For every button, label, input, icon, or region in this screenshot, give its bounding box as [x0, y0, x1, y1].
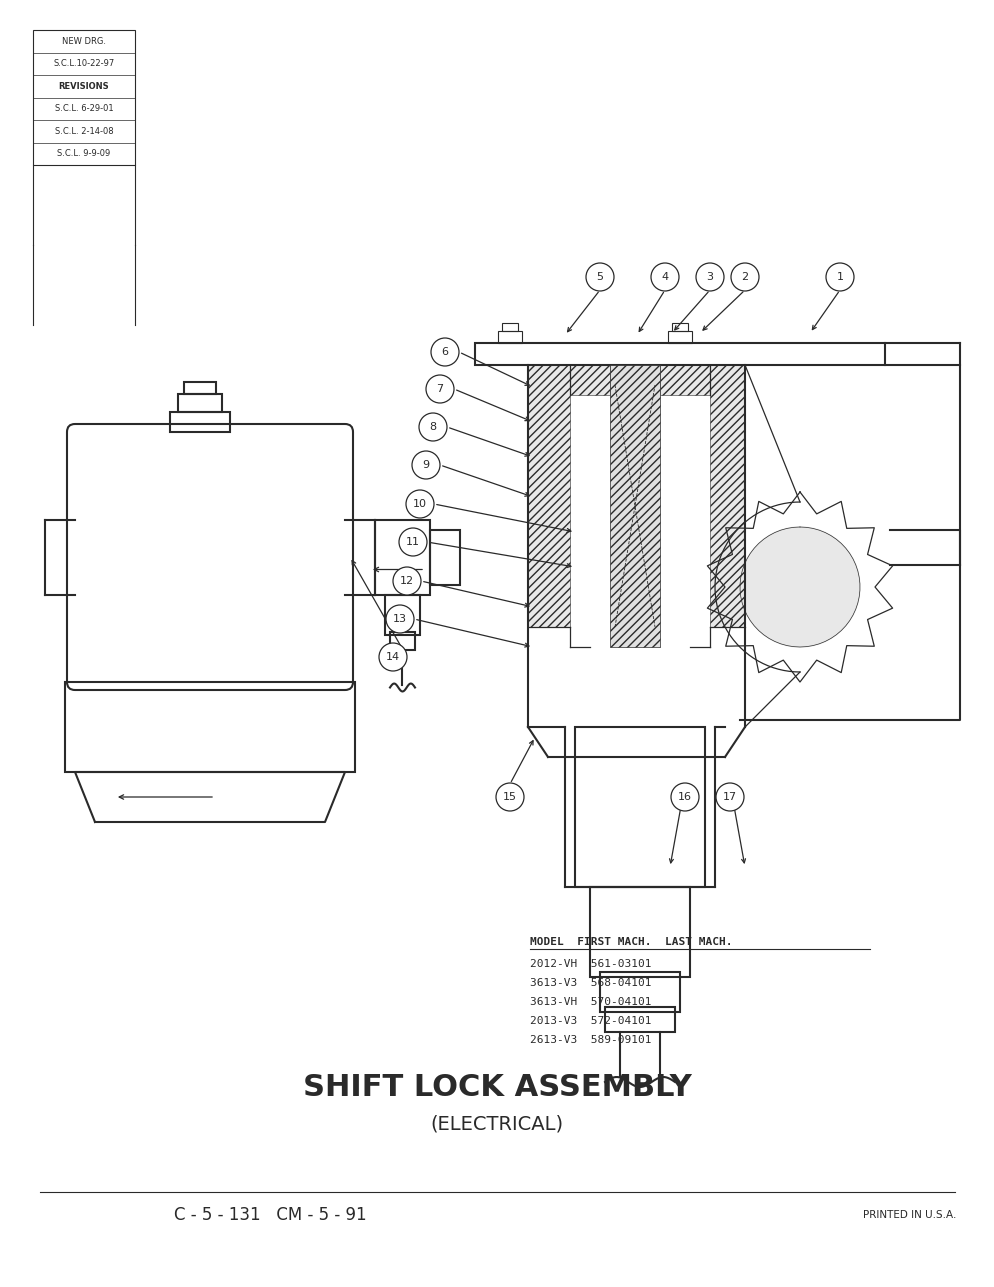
Bar [429, 529, 459, 584]
Bar [170, 412, 230, 432]
Text: S.C.L. 9-9-09: S.C.L. 9-9-09 [58, 149, 110, 158]
Bar [667, 331, 691, 344]
Text: REVISIONS: REVISIONS [59, 82, 109, 91]
Circle shape [716, 782, 744, 811]
Circle shape [430, 338, 458, 366]
Text: 16: 16 [677, 792, 691, 802]
Circle shape [386, 605, 414, 633]
Bar [65, 682, 355, 772]
Text: 15: 15 [503, 792, 517, 802]
Text: 17: 17 [723, 792, 737, 802]
Text: 7: 7 [436, 384, 443, 394]
Text: S.C.L. 2-14-08: S.C.L. 2-14-08 [55, 126, 113, 135]
Bar [710, 366, 745, 627]
Circle shape [406, 490, 433, 517]
Bar [375, 520, 429, 595]
Text: 11: 11 [406, 537, 419, 547]
Text: (ELECTRICAL): (ELECTRICAL) [430, 1115, 563, 1134]
Circle shape [425, 375, 453, 403]
Bar [474, 344, 884, 366]
Text: SHIFT LOCK ASSEMBLY: SHIFT LOCK ASSEMBLY [302, 1072, 691, 1102]
Circle shape [650, 263, 678, 291]
Circle shape [418, 413, 446, 441]
Text: MODEL  FIRST MACH.  LAST MACH.: MODEL FIRST MACH. LAST MACH. [530, 937, 732, 947]
Text: 10: 10 [413, 499, 426, 508]
Bar [528, 366, 570, 627]
Circle shape [585, 263, 613, 291]
Circle shape [412, 450, 439, 479]
Circle shape [825, 263, 853, 291]
Bar [609, 366, 659, 647]
Text: 14: 14 [386, 653, 400, 662]
Text: 3: 3 [706, 272, 713, 282]
Text: C - 5 - 131   CM - 5 - 91: C - 5 - 131 CM - 5 - 91 [174, 1206, 366, 1224]
Bar [385, 595, 419, 634]
Circle shape [399, 528, 426, 556]
Text: 9: 9 [422, 459, 429, 470]
Text: 2013-V3  572-04101: 2013-V3 572-04101 [530, 1015, 651, 1026]
Bar [498, 331, 522, 344]
Text: 1: 1 [836, 272, 843, 282]
Bar [178, 394, 222, 412]
Bar [502, 323, 518, 331]
Text: 3613-VH  570-04101: 3613-VH 570-04101 [530, 997, 651, 1006]
Bar [604, 1006, 674, 1032]
Text: 13: 13 [393, 614, 407, 624]
Text: 12: 12 [400, 577, 414, 586]
Circle shape [495, 782, 524, 811]
Bar [390, 632, 414, 650]
Circle shape [670, 782, 699, 811]
Text: 2: 2 [741, 272, 747, 282]
Text: 2613-V3  589-09101: 2613-V3 589-09101 [530, 1035, 651, 1045]
Circle shape [379, 644, 407, 671]
Bar [575, 727, 705, 887]
Bar [671, 323, 687, 331]
Bar [659, 366, 710, 395]
Text: 3613-V3  568-04101: 3613-V3 568-04101 [530, 978, 651, 988]
Circle shape [695, 263, 724, 291]
Bar [33, 30, 135, 165]
Bar [589, 887, 689, 977]
Text: 2012-VH  561-03101: 2012-VH 561-03101 [530, 959, 651, 969]
Text: 8: 8 [429, 422, 436, 432]
Text: S.C.L. 6-29-01: S.C.L. 6-29-01 [55, 104, 113, 113]
Bar [599, 972, 679, 1012]
Text: 5: 5 [595, 272, 603, 282]
Circle shape [731, 263, 758, 291]
Bar [570, 366, 609, 395]
Text: 6: 6 [441, 347, 448, 356]
Polygon shape [740, 526, 859, 647]
Circle shape [393, 568, 420, 595]
Text: 4: 4 [661, 272, 668, 282]
Text: PRINTED IN U.S.A.: PRINTED IN U.S.A. [863, 1210, 955, 1220]
Text: S.C.L.10-22-97: S.C.L.10-22-97 [54, 59, 114, 68]
Text: NEW DRG.: NEW DRG. [62, 37, 106, 46]
Bar [184, 382, 216, 394]
